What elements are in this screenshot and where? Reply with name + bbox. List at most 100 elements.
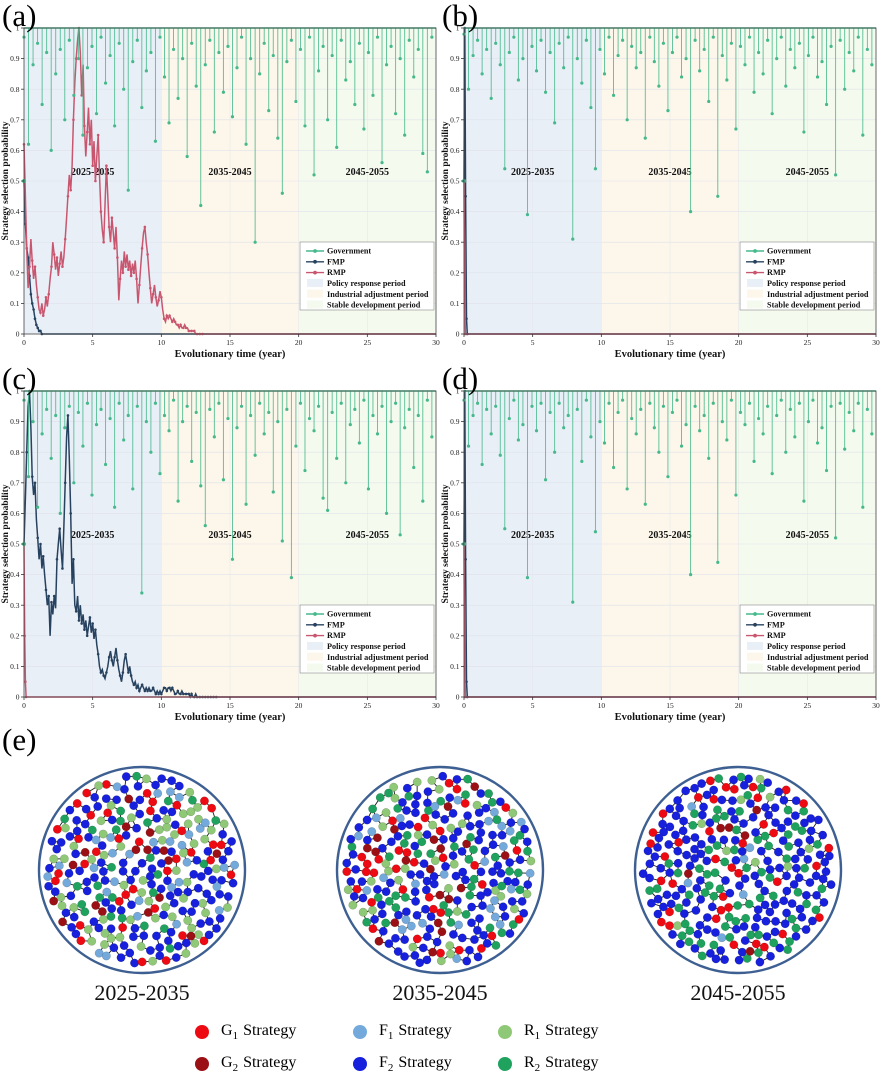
svg-text:0.1: 0.1 bbox=[450, 662, 460, 671]
svg-text:10: 10 bbox=[158, 701, 166, 710]
svg-text:25: 25 bbox=[804, 701, 812, 710]
panel-d: (d) 2025-2035 2035-2045 2045-2055 0 5 10 15 20 2… bbox=[440, 361, 880, 728]
svg-text:0.3: 0.3 bbox=[450, 601, 460, 610]
svg-text:Evolutionary time (year): Evolutionary time (year) bbox=[615, 349, 726, 360]
svg-text:15: 15 bbox=[226, 701, 234, 710]
svg-text:Policy response period: Policy response period bbox=[767, 642, 846, 651]
svg-text:0.7: 0.7 bbox=[10, 115, 20, 124]
svg-text:RMP: RMP bbox=[767, 268, 786, 277]
svg-text:25: 25 bbox=[804, 338, 812, 347]
svg-text:Industrial adjustment period: Industrial adjustment period bbox=[767, 290, 869, 299]
svg-text:0.1: 0.1 bbox=[450, 299, 460, 308]
svg-text:2025-2035: 2025-2035 bbox=[71, 530, 114, 541]
svg-text:20: 20 bbox=[295, 338, 303, 347]
svg-text:0.1: 0.1 bbox=[10, 299, 20, 308]
panel-e-networks: (e) 2025-2035 2035-2045 2045-2055 G1 Stra… bbox=[0, 722, 880, 1078]
legend-label: R1 Strategy bbox=[524, 1021, 599, 1043]
svg-text:0.3: 0.3 bbox=[10, 601, 20, 610]
svg-text:0: 0 bbox=[456, 693, 460, 702]
svg-text:Government: Government bbox=[327, 610, 371, 619]
svg-text:1: 1 bbox=[456, 24, 460, 33]
svg-text:Stable development period: Stable development period bbox=[327, 301, 421, 310]
r2-strategy-dot-icon bbox=[498, 1057, 512, 1071]
svg-text:5: 5 bbox=[531, 701, 535, 710]
svg-text:Government: Government bbox=[767, 610, 811, 619]
svg-text:0.8: 0.8 bbox=[10, 448, 20, 457]
svg-text:RMP: RMP bbox=[767, 631, 786, 640]
svg-text:0.3: 0.3 bbox=[450, 238, 460, 247]
svg-text:0.8: 0.8 bbox=[450, 448, 460, 457]
svg-text:2045-2055: 2045-2055 bbox=[786, 530, 829, 541]
panel-c-label: (c) bbox=[2, 361, 37, 396]
legend-item-f1-strategy: F1 Strategy bbox=[353, 1022, 452, 1042]
svg-text:2035-2045: 2035-2045 bbox=[208, 530, 251, 541]
svg-text:5: 5 bbox=[91, 701, 95, 710]
svg-text:0.2: 0.2 bbox=[450, 268, 460, 277]
svg-text:Policy response period: Policy response period bbox=[767, 279, 846, 288]
f2-strategy-dot-icon bbox=[353, 1057, 367, 1071]
svg-text:20: 20 bbox=[295, 701, 303, 710]
f1-strategy-dot-icon bbox=[353, 1025, 367, 1039]
svg-text:Industrial adjustment period: Industrial adjustment period bbox=[327, 290, 429, 299]
panel-e-label: (e) bbox=[2, 722, 37, 757]
svg-text:0.7: 0.7 bbox=[450, 478, 460, 487]
svg-text:2025-2035: 2025-2035 bbox=[511, 167, 554, 178]
svg-text:0.2: 0.2 bbox=[450, 631, 460, 640]
svg-text:RMP: RMP bbox=[327, 268, 346, 277]
svg-text:0.4: 0.4 bbox=[10, 207, 20, 216]
g2-strategy-dot-icon bbox=[195, 1057, 209, 1071]
svg-text:Stable development period: Stable development period bbox=[767, 664, 861, 673]
svg-text:0.5: 0.5 bbox=[450, 177, 460, 186]
svg-text:1: 1 bbox=[456, 387, 460, 396]
svg-text:15: 15 bbox=[666, 701, 674, 710]
svg-text:30: 30 bbox=[432, 701, 440, 710]
svg-text:0.8: 0.8 bbox=[10, 85, 20, 94]
legend-label: R2 Strategy bbox=[524, 1053, 599, 1075]
svg-text:0.9: 0.9 bbox=[450, 54, 460, 63]
svg-text:25: 25 bbox=[364, 338, 372, 347]
svg-text:0: 0 bbox=[456, 330, 460, 339]
svg-text:5: 5 bbox=[91, 338, 95, 347]
svg-text:0.7: 0.7 bbox=[450, 115, 460, 124]
svg-text:Industrial adjustment period: Industrial adjustment period bbox=[767, 653, 869, 662]
svg-text:0: 0 bbox=[462, 701, 466, 710]
panel-a-label: (a) bbox=[2, 0, 37, 33]
legend-item-r1-strategy: R1 Strategy bbox=[498, 1022, 599, 1042]
svg-text:2045-2055: 2045-2055 bbox=[346, 530, 389, 541]
svg-text:15: 15 bbox=[226, 338, 234, 347]
network-caption-2035-2045: 2035-2045 bbox=[392, 980, 488, 1005]
svg-text:0: 0 bbox=[22, 701, 26, 710]
svg-text:Evolutionary time (year): Evolutionary time (year) bbox=[175, 712, 286, 723]
svg-text:0.7: 0.7 bbox=[10, 478, 20, 487]
svg-text:20: 20 bbox=[735, 338, 743, 347]
svg-text:Industrial adjustment period: Industrial adjustment period bbox=[327, 653, 429, 662]
svg-text:0.9: 0.9 bbox=[10, 417, 20, 426]
legend-label: G2 Strategy bbox=[221, 1053, 297, 1075]
svg-text:Government: Government bbox=[327, 247, 371, 256]
svg-text:0: 0 bbox=[16, 693, 20, 702]
svg-text:Strategy selection probability: Strategy selection probability bbox=[441, 121, 451, 240]
svg-text:Stable development period: Stable development period bbox=[327, 664, 421, 673]
svg-text:10: 10 bbox=[158, 338, 166, 347]
svg-text:Evolutionary time (year): Evolutionary time (year) bbox=[175, 349, 286, 360]
svg-text:0: 0 bbox=[462, 338, 466, 347]
svg-text:0.4: 0.4 bbox=[10, 570, 20, 579]
svg-text:0.4: 0.4 bbox=[450, 207, 460, 216]
svg-text:Policy response period: Policy response period bbox=[327, 279, 406, 288]
svg-text:2045-2055: 2045-2055 bbox=[346, 167, 389, 178]
legend-label: G1 Strategy bbox=[221, 1021, 297, 1043]
svg-text:0.3: 0.3 bbox=[10, 238, 20, 247]
svg-text:2035-2045: 2035-2045 bbox=[648, 167, 691, 178]
svg-text:30: 30 bbox=[872, 338, 880, 347]
svg-text:2045-2055: 2045-2055 bbox=[786, 167, 829, 178]
svg-text:0.9: 0.9 bbox=[10, 54, 20, 63]
svg-text:0.5: 0.5 bbox=[10, 177, 20, 186]
network-diagrams-canvas bbox=[37, 765, 843, 975]
svg-text:15: 15 bbox=[666, 338, 674, 347]
legend-label: F2 Strategy bbox=[379, 1053, 452, 1075]
svg-text:Government: Government bbox=[767, 247, 811, 256]
